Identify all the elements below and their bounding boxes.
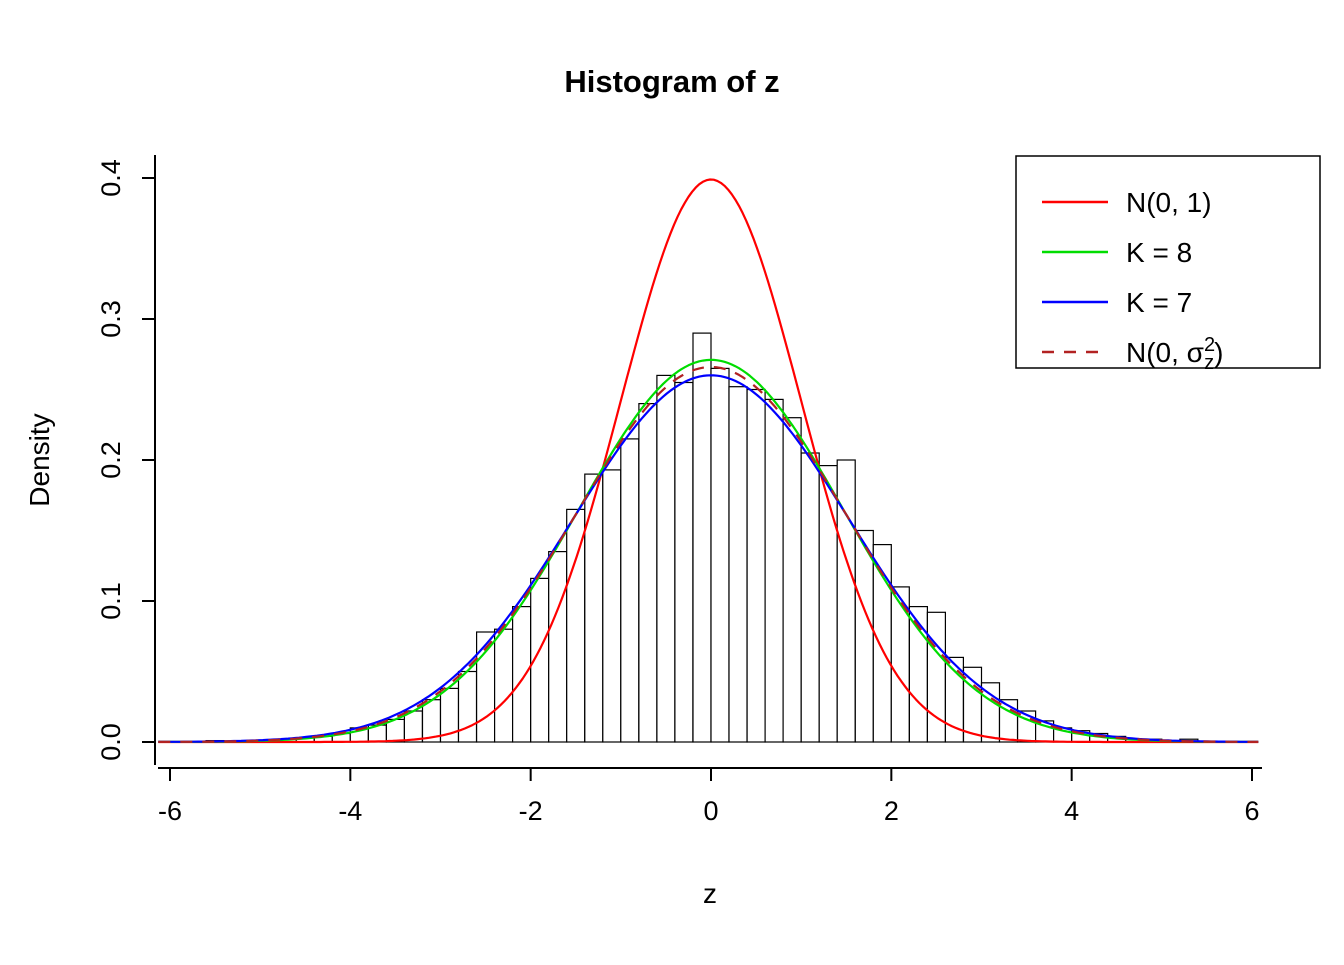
histogram-bar — [548, 550, 568, 743]
y-tick-label: 0.2 — [96, 441, 126, 479]
x-tick-label: 0 — [703, 796, 718, 826]
histogram-bar — [818, 465, 838, 743]
legend-box — [1015, 155, 1321, 369]
histogram-bar — [854, 529, 874, 743]
histogram-bar — [403, 710, 423, 743]
x-tick-label: 4 — [1064, 796, 1079, 826]
legend-item-label: N(0, 1) — [1126, 187, 1212, 218]
y-tick-label: 0.0 — [96, 723, 126, 761]
histogram-bar — [800, 452, 820, 743]
histogram-bar — [926, 611, 947, 743]
x-tick-label: 2 — [884, 796, 899, 826]
histogram-bar — [602, 469, 622, 743]
histogram-bar — [638, 403, 658, 743]
y-axis-title: Density — [24, 413, 55, 507]
y-tick-label: 0.4 — [96, 159, 126, 197]
curve-n01 — [158, 178, 1259, 744]
histogram-bar — [692, 332, 712, 743]
histogram-bar — [674, 381, 694, 743]
histogram-bar — [584, 473, 604, 743]
histogram-bar — [457, 670, 478, 743]
y-tick-label: 0.1 — [96, 582, 126, 620]
histogram-bar — [566, 508, 586, 743]
legend-item-label: K = 8 — [1126, 237, 1192, 268]
x-axis-title: z — [703, 878, 717, 909]
x-tick-label: -4 — [338, 796, 362, 826]
histogram-bar — [746, 388, 766, 743]
x-tick-label: -6 — [158, 796, 182, 826]
curve-k7 — [158, 374, 1259, 743]
chart-title: Histogram of z — [564, 64, 780, 99]
histogram-bar — [728, 386, 748, 743]
legend-item-label: N(0, σ2 z) — [1126, 334, 1223, 374]
histogram-bar — [511, 605, 532, 743]
histogram-bar — [764, 398, 784, 743]
histogram-bar — [782, 417, 802, 743]
histogram-bar — [980, 682, 1001, 743]
x-tick-label: -2 — [519, 796, 543, 826]
histogram-bar — [494, 628, 514, 743]
curve-n0z — [158, 365, 1259, 743]
histogram-bar — [656, 374, 676, 743]
legend-item-label: K = 7 — [1126, 287, 1192, 318]
histogram-bar — [620, 438, 640, 743]
y-tick-label: 0.3 — [96, 300, 126, 338]
x-tick-label: 6 — [1244, 796, 1259, 826]
histogram-bar — [710, 367, 730, 743]
